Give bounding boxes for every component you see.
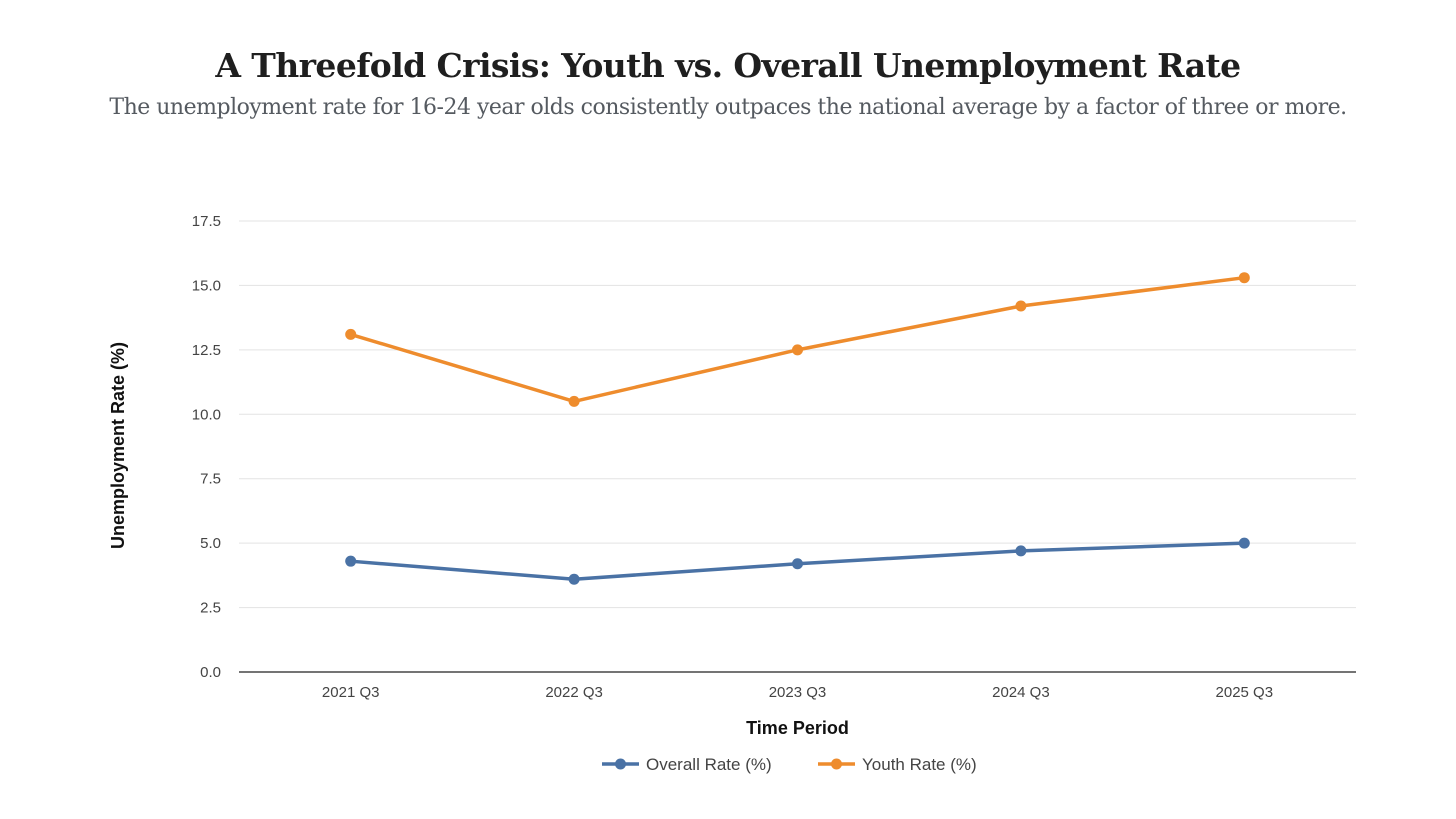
data-point[interactable] <box>345 328 357 340</box>
data-point[interactable] <box>1015 300 1027 312</box>
gridlines <box>239 220 1356 609</box>
data-point[interactable] <box>1015 545 1027 557</box>
y-tick-label: 7.5 <box>200 471 221 488</box>
y-tick-label: 17.5 <box>192 213 221 230</box>
legend-swatch-marker <box>831 758 842 770</box>
y-tick-label: 0.0 <box>200 664 221 681</box>
series <box>345 272 1250 585</box>
data-point[interactable] <box>792 344 803 356</box>
data-point[interactable] <box>345 555 357 567</box>
x-axis-title: Time Period <box>746 718 849 738</box>
x-tick-label: 2024 Q3 <box>992 684 1050 701</box>
y-tick-label: 2.5 <box>200 600 221 617</box>
y-tick-label: 10.0 <box>192 406 221 423</box>
data-point[interactable] <box>792 558 803 570</box>
legend-item[interactable]: Youth Rate (%) <box>818 755 977 774</box>
y-tick-label: 5.0 <box>200 535 221 552</box>
legend-swatch-marker <box>615 758 626 770</box>
series-line <box>348 275 1247 404</box>
series-youth <box>345 272 1250 407</box>
series-overall <box>345 537 1250 585</box>
x-axis: 2021 Q3 2022 Q3 2023 Q3 2024 Q3 2025 Q3 <box>322 684 1273 701</box>
x-tick-label: 2022 Q3 <box>545 684 603 701</box>
chart-title: A Threefold Crisis: Youth vs. Overall Un… <box>215 46 1241 85</box>
data-point[interactable] <box>568 573 580 585</box>
data-point[interactable] <box>1238 272 1250 284</box>
y-tick-label: 12.5 <box>192 342 221 359</box>
x-tick-label: 2023 Q3 <box>769 684 827 701</box>
x-tick-label: 2025 Q3 <box>1216 684 1274 701</box>
legend: Overall Rate (%) Youth Rate (%) <box>602 755 977 774</box>
y-axis-title: Unemployment Rate (%) <box>108 342 128 549</box>
legend-item[interactable]: Overall Rate (%) <box>602 755 772 774</box>
chart-subtitle: The unemployment rate for 16-24 year old… <box>109 95 1347 120</box>
legend-label: Youth Rate (%) <box>862 755 977 774</box>
legend-label: Overall Rate (%) <box>646 755 772 774</box>
x-tick-label: 2021 Q3 <box>322 684 380 701</box>
data-point[interactable] <box>568 395 580 407</box>
data-point[interactable] <box>1238 537 1250 549</box>
y-axis: 0.0 2.5 5.0 7.5 10.0 12.5 15.0 17.5 <box>192 213 221 681</box>
y-tick-label: 15.0 <box>192 277 221 294</box>
